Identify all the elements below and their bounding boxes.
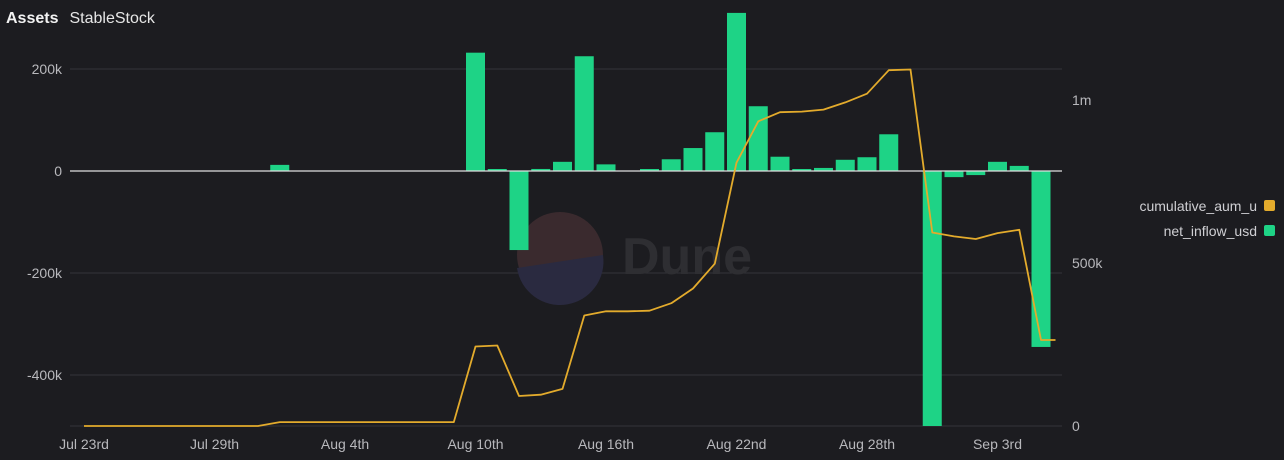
net-inflow-bar[interactable] (944, 171, 964, 178)
net-inflow-bar[interactable] (879, 134, 899, 171)
net-inflow-bar[interactable] (466, 52, 485, 171)
left-y-tick-label: -200k (27, 265, 63, 281)
watermark-logo-accent (517, 255, 604, 305)
watermark-text: Dune (622, 228, 752, 286)
cumulative-aum-line-layer (84, 68, 1056, 427)
net-inflow-bar[interactable] (814, 167, 833, 171)
legend-item-cumulative-aum[interactable]: cumulative_aum_u (1139, 198, 1275, 214)
x-tick-label: Aug 4th (321, 436, 369, 452)
chart-header: Assets StableStock (6, 8, 155, 30)
net-inflow-bar[interactable] (748, 106, 768, 171)
net-inflow-bar[interactable] (661, 159, 681, 171)
net-inflow-bar[interactable] (922, 171, 942, 426)
watermark: Dune (517, 212, 752, 305)
net-inflow-bar[interactable] (270, 164, 290, 171)
x-tick-label: Aug 28th (839, 436, 895, 452)
net-inflow-bar[interactable] (553, 161, 572, 171)
x-tick-label: Jul 23rd (59, 436, 109, 452)
x-tick-label: Sep 3rd (973, 436, 1022, 452)
x-tick-label: Aug 22nd (707, 436, 767, 452)
left-y-tick-label: 0 (54, 163, 62, 179)
legend[interactable]: cumulative_aum_u net_inflow_usd (1139, 198, 1275, 239)
net-inflow-bar[interactable] (727, 12, 746, 172)
net-inflow-bar[interactable] (574, 56, 594, 171)
net-inflow-bar[interactable] (770, 156, 790, 171)
net-inflow-bar[interactable] (988, 161, 1007, 171)
legend-label-cumulative-aum: cumulative_aum_u (1139, 198, 1257, 214)
right-y-tick-label: 500k (1072, 255, 1103, 271)
net-inflow-bar[interactable] (792, 169, 812, 171)
left-y-tick-label: 200k (32, 61, 63, 77)
net-inflow-bar[interactable] (1031, 171, 1051, 347)
x-tick-label: Aug 10th (447, 436, 503, 452)
cumulative-aum-line[interactable] (84, 68, 1056, 427)
net-inflow-bar[interactable] (509, 171, 529, 251)
right-y-tick-label: 1m (1072, 92, 1091, 108)
right-y-axis: 0 500k 1m (1072, 92, 1103, 434)
net-inflow-bar[interactable] (705, 132, 725, 171)
net-inflow-bar[interactable] (683, 148, 703, 171)
x-tick-label: Aug 16th (578, 436, 634, 452)
net-inflow-bar[interactable] (640, 169, 659, 171)
left-y-axis: 200k 0 -200k -400k (27, 61, 63, 383)
net-inflow-bar[interactable] (596, 164, 616, 171)
right-y-tick-label: 0 (1072, 418, 1080, 434)
x-axis: Jul 23rd Jul 29th Aug 4th Aug 10th Aug 16th A… (59, 436, 1022, 452)
legend-swatch-cumulative-aum (1264, 200, 1275, 211)
net-inflow-bar[interactable] (531, 168, 551, 171)
net-inflow-bar[interactable] (1009, 165, 1029, 171)
legend-label-net-inflow: net_inflow_usd (1164, 223, 1257, 239)
x-tick-label: Jul 29th (190, 436, 239, 452)
net-inflow-bar[interactable] (857, 157, 877, 171)
left-y-tick-label: -400k (27, 367, 63, 383)
net-inflow-bar[interactable] (487, 169, 507, 171)
net-inflow-bar[interactable] (966, 171, 986, 176)
net-inflow-bars (270, 12, 1051, 426)
net-inflow-bar[interactable] (835, 159, 855, 171)
chart-subtitle: StableStock (69, 10, 155, 27)
chart-title: Assets (6, 10, 59, 27)
legend-item-net-inflow[interactable]: net_inflow_usd (1164, 223, 1275, 239)
legend-swatch-net-inflow (1264, 225, 1275, 236)
